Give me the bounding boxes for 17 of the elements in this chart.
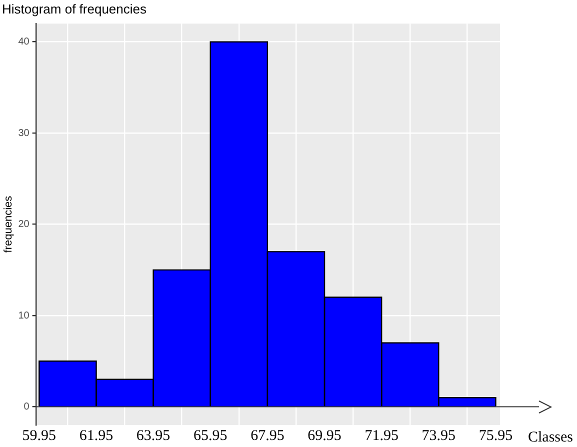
- x-tick-label: 61.95: [79, 428, 114, 444]
- x-tick-label: 69.95: [308, 428, 342, 444]
- x-tick-label: 59.95: [22, 428, 56, 444]
- y-tick-label: 0: [24, 402, 30, 413]
- y-tick-label: 40: [18, 36, 30, 48]
- x-tick-label: 75.95: [478, 428, 513, 444]
- x-axis-title: Classes: [528, 429, 574, 446]
- x-tick-label: 65.95: [194, 428, 228, 444]
- y-tick-label: 10: [18, 310, 30, 322]
- chart-title: Histogram of frequencies: [2, 1, 148, 16]
- y-tick-label: 30: [18, 128, 30, 139]
- x-tick-label: 73.95: [422, 428, 456, 444]
- x-tick-label: 63.95: [136, 428, 170, 444]
- y-axis-title: frequencies: [2, 195, 15, 253]
- y-tick-label: 20: [18, 219, 30, 230]
- x-tick-label: 71.95: [364, 428, 398, 444]
- x-tick-label: 67.95: [250, 428, 284, 444]
